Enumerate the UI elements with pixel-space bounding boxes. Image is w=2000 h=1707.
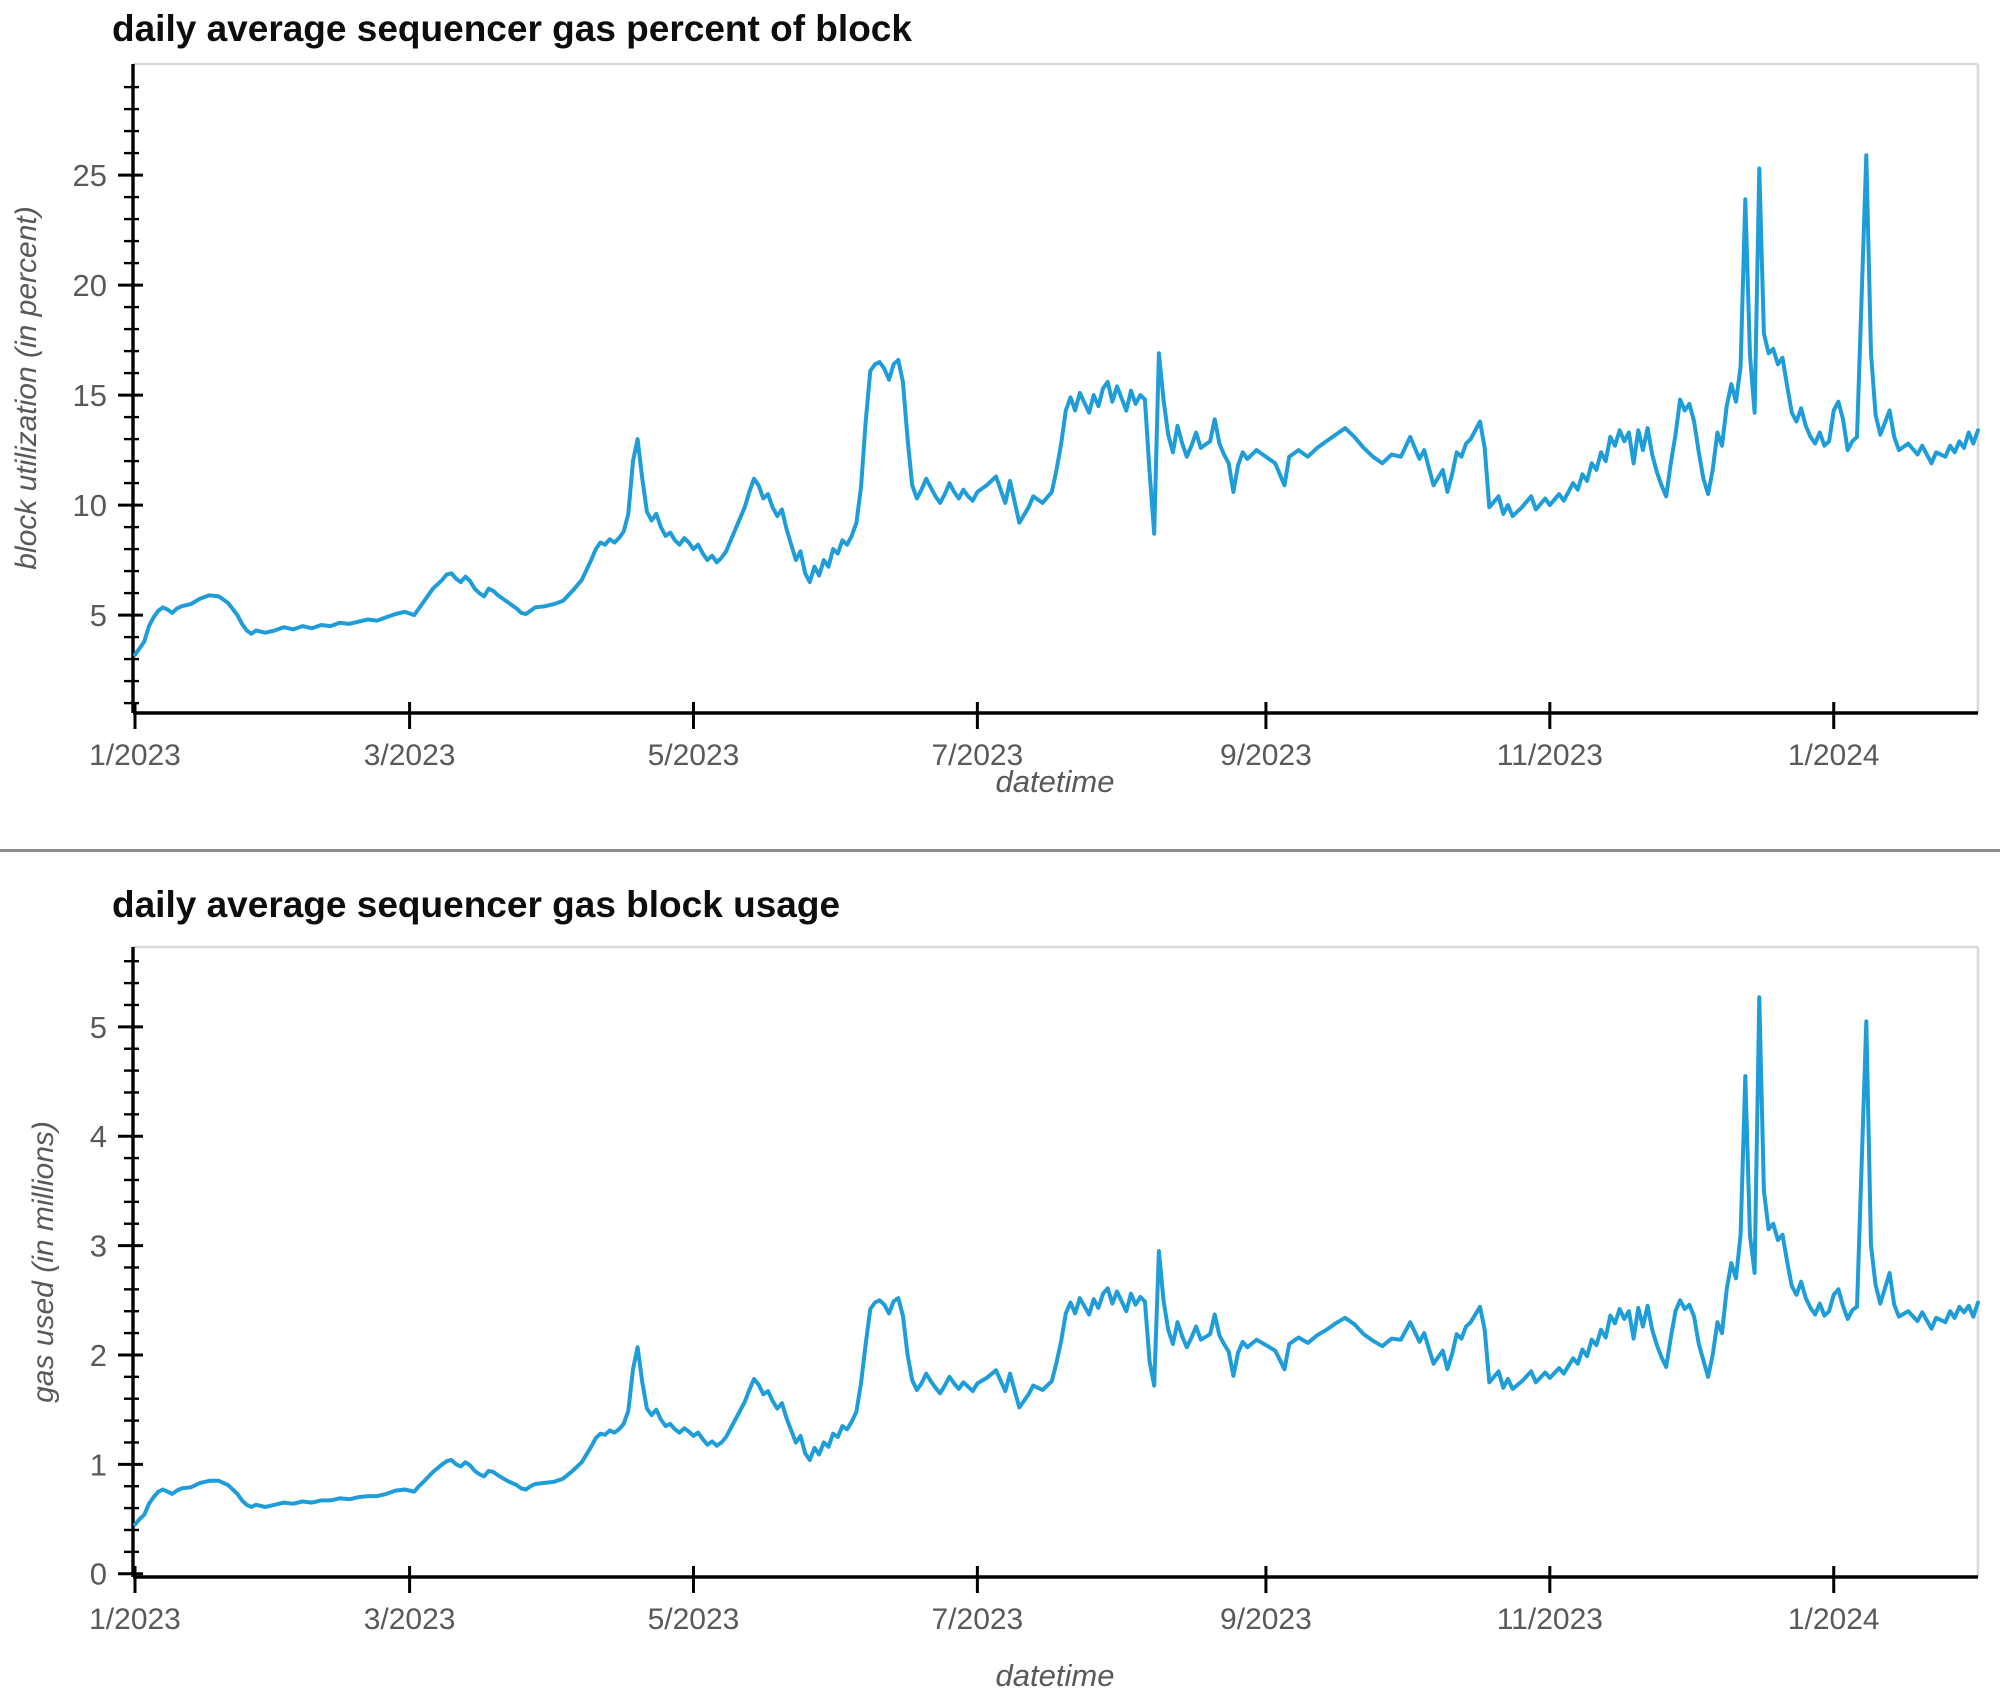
svg-text:5/2023: 5/2023: [648, 1603, 740, 1636]
svg-text:15: 15: [73, 378, 107, 413]
svg-text:1/2023: 1/2023: [89, 1603, 181, 1636]
svg-text:10: 10: [73, 488, 107, 523]
svg-text:0: 0: [90, 1557, 107, 1592]
svg-text:5: 5: [90, 1010, 107, 1045]
x-axis-label-datetime-top: datetime: [995, 764, 1115, 799]
chart-title-gas-usage: daily average sequencer gas block usage: [112, 884, 841, 925]
svg-text:3/2023: 3/2023: [364, 1603, 456, 1636]
svg-text:3/2023: 3/2023: [364, 739, 456, 772]
svg-text:3: 3: [90, 1229, 107, 1264]
x-axis-label-datetime-bottom: datetime: [995, 1658, 1115, 1693]
svg-text:1: 1: [90, 1447, 107, 1482]
svg-text:7/2023: 7/2023: [931, 1603, 1023, 1636]
svg-text:5/2023: 5/2023: [648, 739, 740, 772]
chart-title-gas-percent: daily average sequencer gas percent of b…: [112, 8, 912, 49]
svg-text:1/2023: 1/2023: [89, 739, 181, 772]
svg-text:11/2023: 11/2023: [1497, 1603, 1603, 1636]
svg-text:1/2024: 1/2024: [1788, 1603, 1880, 1636]
svg-text:9/2023: 9/2023: [1220, 739, 1312, 772]
svg-text:25: 25: [73, 158, 107, 193]
line-chart-gas-percent: 5 10 15 20 25 1/2023 3/2023 5/2023 7/2023 9/2023 1…: [73, 62, 1980, 772]
svg-text:5: 5: [90, 598, 107, 633]
charts-divider: [0, 849, 2000, 852]
svg-text:4: 4: [90, 1119, 107, 1154]
svg-text:7/2023: 7/2023: [931, 739, 1023, 772]
svg-text:11/2023: 11/2023: [1497, 739, 1603, 772]
svg-text:2: 2: [90, 1338, 107, 1373]
line-chart-gas-usage: 0 1 2 3 4 5 1/2023 3/2023 5/2023 7/2023 9/2023 11/2…: [89, 945, 1980, 1636]
svg-text:1/2024: 1/2024: [1788, 739, 1880, 772]
svg-text:9/2023: 9/2023: [1220, 1603, 1312, 1636]
svg-text:20: 20: [73, 268, 107, 303]
